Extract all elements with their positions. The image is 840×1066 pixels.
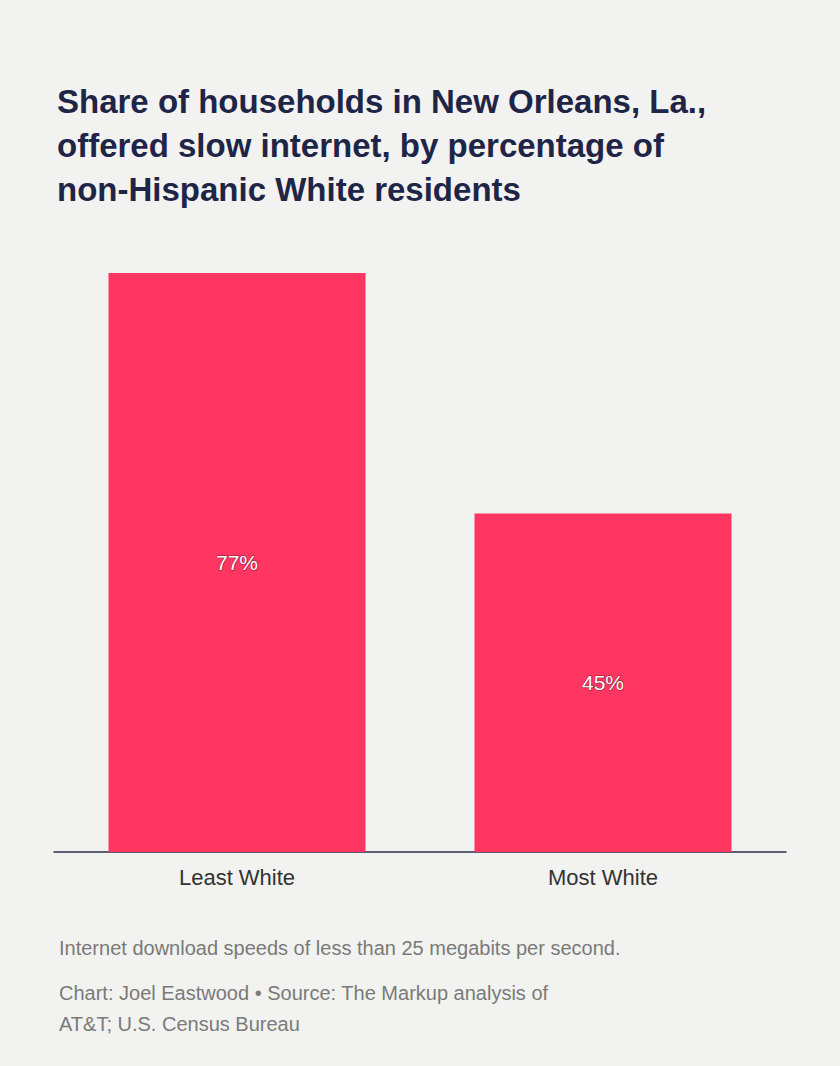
svg-text:Internet download speeds of le: Internet download speeds of less than 25… <box>59 937 620 959</box>
svg-text:Most White: Most White <box>548 865 658 890</box>
svg-text:AT&T; U.S. Census Bureau: AT&T; U.S. Census Bureau <box>59 1013 300 1035</box>
svg-text:Least White: Least White <box>179 865 295 890</box>
svg-text:non-Hispanic White residents: non-Hispanic White residents <box>57 171 521 208</box>
svg-text:Share of households in New Orl: Share of households in New Orleans, La., <box>57 83 715 120</box>
svg-text:Chart: Joel Eastwood • Source:: Chart: Joel Eastwood • Source: The Marku… <box>59 982 554 1004</box>
svg-text:offered slow internet, by perc: offered slow internet, by percentage of <box>57 127 673 164</box>
svg-text:77%: 77% <box>216 551 258 574</box>
svg-text:45%: 45% <box>582 671 624 694</box>
